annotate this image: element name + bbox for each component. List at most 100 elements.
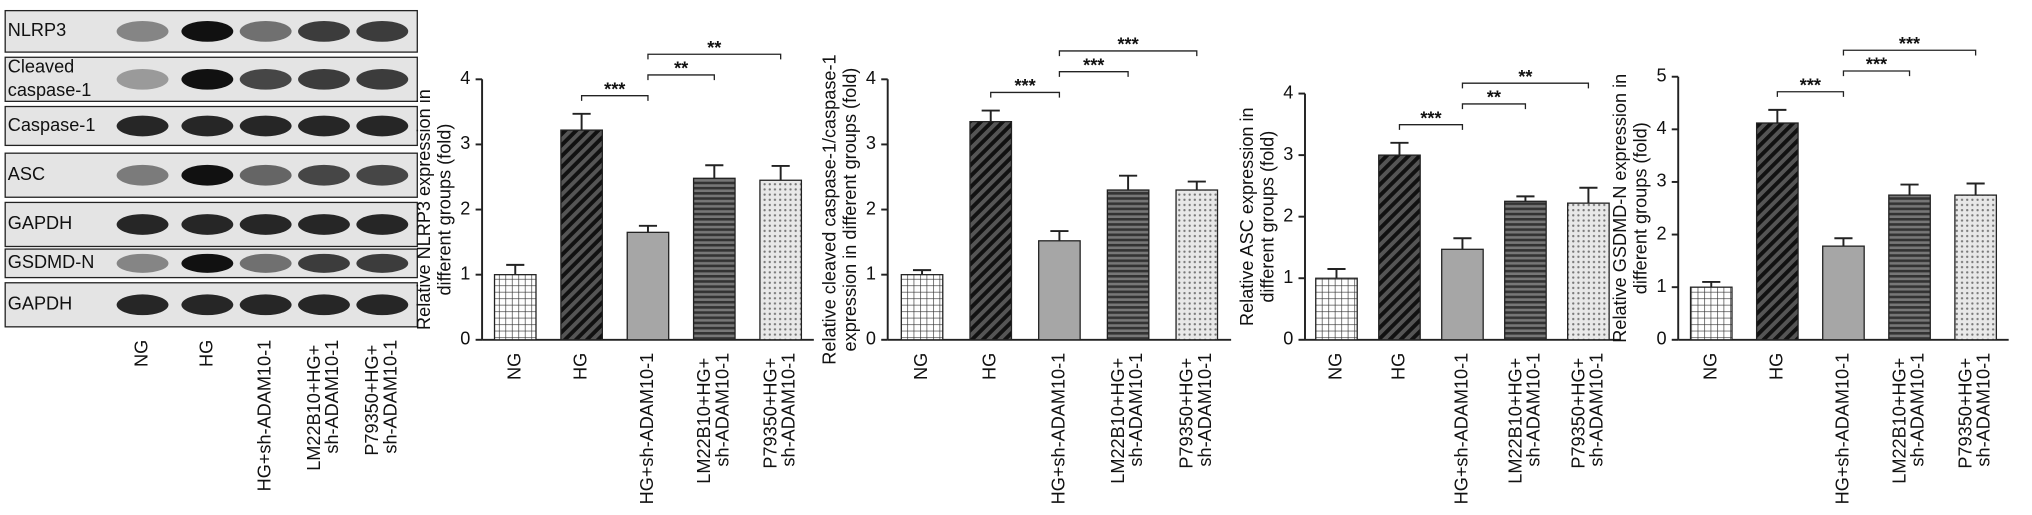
blot-row-label: GSDMD-N [8,252,95,272]
blot-band [181,294,234,316]
x-tick-label: LM22B10+HG+ sh-ADAM10-1 [1108,353,1146,484]
y-tick-label: 4 [866,68,876,88]
blot-band [181,115,234,137]
blot-band [116,253,169,273]
y-tick-label: 1 [1656,276,1666,296]
bar [1175,189,1219,341]
bar [1315,277,1358,341]
bar [692,177,736,341]
bar [1567,202,1610,341]
bar [1822,245,1865,341]
bar [1888,194,1931,341]
x-tick-label: HG+sh-ADAM10-1 [1048,353,1068,505]
significance-bar [580,95,649,101]
x-tick-label: NG [504,353,524,380]
blot-band [356,20,409,42]
significance-label: *** [604,79,626,99]
y-axis-label: different groups (fold) [1631,122,1651,294]
error-bar [638,224,658,233]
significance-label: *** [1118,35,1140,55]
bar [1106,189,1150,341]
blot-band [298,164,350,186]
x-tick-label: P79350+HG+ sh-ADAM10-1 [1955,353,1993,469]
blot-band [181,253,234,273]
significance-label: *** [1083,55,1105,75]
significance-bar [990,91,1061,98]
error-bar [1453,237,1472,250]
blot-row-label: ASC [8,164,45,184]
significance-bar [1461,82,1590,89]
bar [759,179,803,341]
x-tick-label: LM22B10+HG+ sh-ADAM10-1 [1505,353,1543,484]
significance-bar [1461,103,1527,110]
blot-band [239,214,292,235]
x-tick-label: NG [1700,353,1720,380]
blot-band [181,68,234,90]
blot-band [356,214,409,235]
bar [1038,240,1081,341]
y-tick-label: 0 [866,329,876,349]
x-tick-label: HG+sh-ADAM10-1 [1451,353,1471,505]
y-tick-label: 2 [1656,223,1666,243]
error-bar [1579,186,1598,204]
blot-band [298,20,350,42]
blot-lane-label: HG [196,340,216,367]
y-tick-label: 0 [460,329,470,349]
y-tick-label: 0 [1283,329,1293,349]
x-tick-label: HG [980,353,1000,380]
significance-bar [647,74,715,81]
x-tick-label: NG [911,353,931,380]
significance-label: *** [1899,34,1921,54]
y-tick-label: 3 [866,133,876,153]
blot-row-label: caspase-1 [8,80,92,100]
x-tick-label: NG [1325,353,1345,380]
blot-band [116,115,169,137]
significance-bar [1398,124,1464,130]
blot-band [239,253,292,273]
bar [626,231,670,341]
y-tick-label: 1 [866,263,876,283]
y-axis-label: different groups (fold) [435,124,455,296]
error-bar [981,109,1000,122]
y-tick-label: 5 [1656,66,1666,86]
x-tick-label: HG [1388,353,1408,380]
error-bar [1327,268,1346,279]
error-bar [1966,182,1985,196]
bar [1689,286,1733,341]
x-tick-label: LM22B10+HG+ sh-ADAM10-1 [694,353,732,484]
x-tick-label: P79350+HG+ sh-ADAM10-1 [1177,353,1215,469]
blot-row-label: NLRP3 [8,20,66,40]
significance-label: ** [1487,88,1502,108]
blot-band [239,164,292,186]
significance-bar [647,53,782,60]
y-axis-label: Relative NLRP3 expression in [414,89,434,330]
y-tick-label: 1 [460,263,470,283]
y-tick-label: 3 [1656,171,1666,191]
significance-bar [1058,71,1129,77]
blot-band [116,164,169,186]
y-axis-label: Relative ASC expression in [1237,107,1257,326]
blot-band [239,20,292,42]
y-tick-label: 3 [1283,144,1293,164]
error-bar [1768,108,1787,124]
significance-label: *** [1420,108,1442,128]
blot-band [298,115,350,137]
blot-lane-label: LM22B10+HG+ sh-ADAM10-1 [304,340,342,471]
error-bar [1119,174,1138,191]
significance-label: *** [1800,75,1822,95]
bar [1755,122,1799,341]
blot-band [298,294,350,316]
error-bar [1702,280,1721,288]
blot-row-label: GAPDH [8,213,72,233]
blot-row-label: Cleaved [8,56,75,76]
blot-band [356,115,409,137]
bar [1504,200,1547,341]
blot-band [239,68,292,90]
significance-bar [1058,50,1198,57]
blot-band [116,214,169,235]
x-tick-label: P79350+HG+ sh-ADAM10-1 [1568,353,1606,469]
error-bar [705,164,724,179]
significance-bar [1776,91,1845,97]
blot-band [116,20,169,42]
error-bar [1187,180,1206,191]
